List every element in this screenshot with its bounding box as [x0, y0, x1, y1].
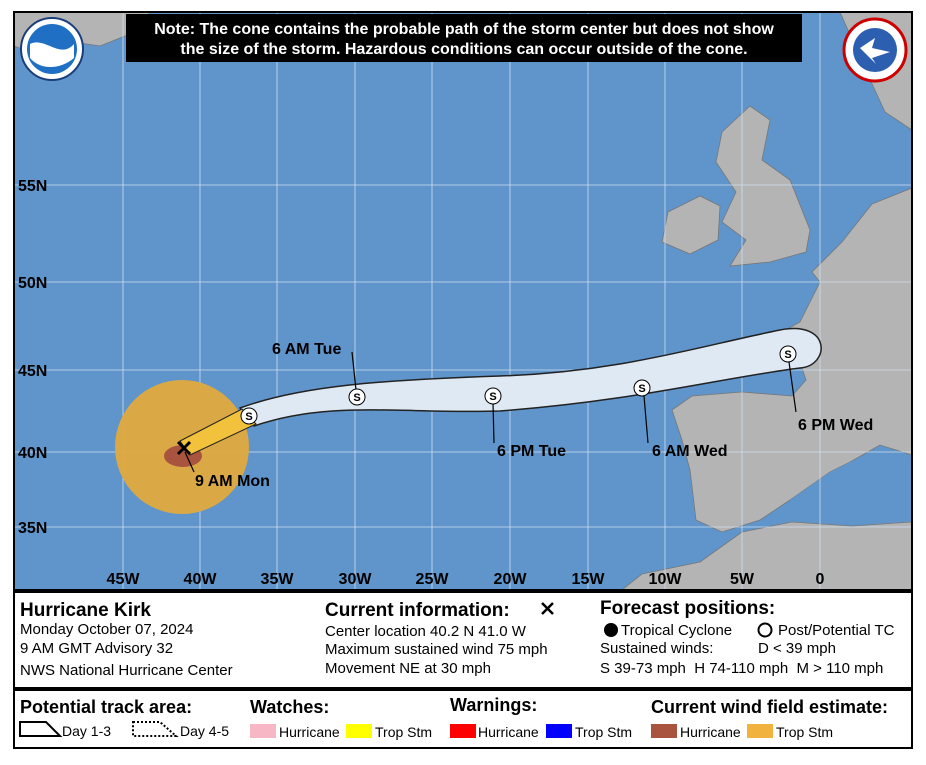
note-line: the size of the storm. Hazardous conditi… [180, 41, 747, 58]
storm-center: NWS National Hurricane Center [20, 662, 233, 679]
forecast-sustained: Sustained winds: [600, 640, 713, 657]
forecast-depression: D < 39 mph [758, 640, 836, 657]
lon-label: 45W [107, 571, 141, 588]
lat-label: 40N [18, 445, 47, 462]
lon-label: 5W [730, 571, 755, 588]
current-line: Center location 40.2 N 41.0 W [325, 623, 527, 640]
lat-label: 50N [18, 275, 47, 292]
map: S S S S S 6 AM Tue 6 PM Tue 6 AM Wed 6 P… [13, 11, 913, 591]
legend-title: Potential track area: [20, 697, 192, 717]
forecast-post: Post/Potential TC [778, 622, 895, 639]
note-line: Note: The cone contains the probable pat… [154, 21, 774, 38]
legend-item: Day 1-3 [62, 723, 111, 739]
lon-label: 25W [416, 571, 450, 588]
track-label: 6 PM Tue [497, 443, 566, 460]
legend-item: Hurricane [478, 724, 539, 740]
lon-label: 15W [572, 571, 606, 588]
day45-icon [132, 721, 179, 737]
marker-letter: S [638, 383, 645, 395]
legend-item: Trop Stm [375, 724, 432, 740]
lon-label: 20W [494, 571, 528, 588]
legend-item: Day 4-5 [180, 723, 229, 739]
marker-letter: S [784, 349, 791, 361]
legend: Potential track area: Day 1-3 Day 4-5 Wa… [13, 689, 913, 749]
current-line: Maximum sustained wind 75 mph [325, 641, 548, 658]
swatch [450, 724, 476, 738]
marker-letter: S [245, 411, 252, 423]
nws-logo [842, 17, 908, 83]
forecast-cone [238, 327, 822, 427]
legend-item: Trop Stm [776, 724, 833, 740]
legend-title: Current wind field estimate: [651, 697, 888, 717]
track-label: 6 AM Wed [652, 443, 728, 460]
graticule [14, 12, 912, 590]
legend-item: Trop Stm [575, 724, 632, 740]
swatch [250, 724, 276, 738]
marker-letter: S [353, 392, 360, 404]
lat-label: 45N [18, 363, 47, 380]
lon-label: 30W [339, 571, 373, 588]
swatch [546, 724, 572, 738]
storm-advisory: 9 AM GMT Advisory 32 [20, 640, 173, 657]
note-box [126, 14, 802, 62]
post-icon [757, 622, 773, 638]
current-line: Movement NE at 30 mph [325, 660, 491, 677]
mediterranean [790, 452, 912, 522]
current-icon [541, 602, 554, 615]
map-frame [13, 11, 913, 591]
swatch [651, 724, 677, 738]
forecast-markers: S S S S S [240, 345, 797, 425]
track-label: 9 AM Mon [195, 473, 270, 490]
track-labels: 6 AM Tue 6 PM Tue 6 AM Wed 6 PM Wed 9 AM… [195, 341, 873, 490]
lon-label: 35W [261, 571, 295, 588]
legend-item: Hurricane [680, 724, 741, 740]
latitude-labels: 55N 50N 45N 40N 35N [18, 178, 47, 537]
forecast-title: Forecast positions: [600, 598, 775, 619]
longitude-labels: 45W 40W 35W 30W 25W 20W 15W 10W 5W 0 [107, 571, 825, 588]
legend-item: Hurricane [279, 724, 340, 740]
swatch [747, 724, 773, 738]
legend-title: Warnings: [450, 695, 537, 715]
lon-label: 0 [816, 571, 825, 588]
marker-letter: S [489, 391, 496, 403]
track-label: 6 PM Wed [798, 417, 873, 434]
current-position [176, 440, 192, 456]
storm-name: Hurricane Kirk [20, 600, 151, 621]
day13-icon [19, 721, 63, 737]
lat-label: 35N [18, 520, 47, 537]
forecast-scale: S 39-73 mph H 74-110 mph M > 110 mph [600, 660, 883, 677]
swatch [346, 724, 372, 738]
storm-date: Monday October 07, 2024 [20, 621, 193, 638]
lat-label: 55N [18, 178, 47, 195]
noaa-logo [20, 17, 84, 81]
track-label: 6 AM Tue [272, 341, 341, 358]
legend-title: Watches: [250, 697, 329, 717]
current-title: Current information: [325, 600, 510, 621]
tc-icon [604, 623, 618, 637]
lon-label: 10W [649, 571, 683, 588]
leader-lines [184, 351, 797, 473]
forecast-tc: Tropical Cyclone [621, 622, 732, 639]
info-panel: Hurricane Kirk Monday October 07, 2024 9… [13, 591, 913, 689]
lon-label: 40W [184, 571, 218, 588]
